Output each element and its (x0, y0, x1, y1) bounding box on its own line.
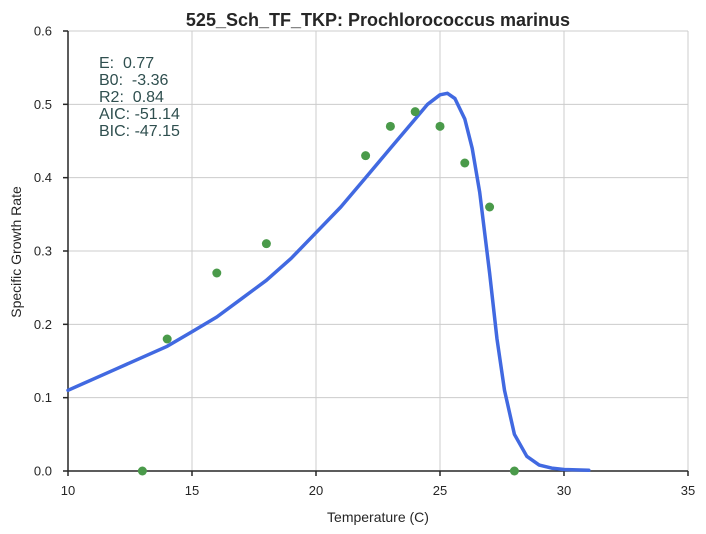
grid-layer (67, 30, 689, 472)
y-tick-label: 0.4 (34, 170, 52, 185)
y-tick-label: 0.5 (34, 97, 52, 112)
data-point (485, 202, 495, 212)
fit-curve-line (66, 91, 591, 473)
chart-title: 525_Sch_TF_TKP: Prochlorococcus marinus (186, 10, 570, 30)
x-tick-label: 30 (557, 483, 571, 498)
fit-stat-line: AIC: -51.14 (99, 106, 180, 123)
data-point (137, 466, 147, 476)
fit-stat-line: E: 0.77 (99, 55, 154, 72)
x-tick-label: 35 (681, 483, 695, 498)
data-point (460, 158, 470, 168)
data-point (385, 121, 395, 131)
data-point (410, 107, 420, 117)
fit-stat-line: B0: -3.36 (99, 72, 168, 89)
y-axis-label: Specific Growth Rate (8, 186, 24, 318)
y-tick-label: 0.3 (34, 244, 52, 259)
data-point (361, 151, 371, 161)
data-point (509, 466, 519, 476)
fit-curve-layer (66, 91, 591, 473)
fit-stat-line: R2: 0.84 (99, 89, 164, 106)
y-tick-label: 0.2 (34, 317, 52, 332)
x-axis-label: Temperature (C) (327, 509, 429, 525)
data-point (212, 268, 222, 278)
x-tick-label: 15 (185, 483, 199, 498)
data-point (162, 334, 172, 344)
x-tick-label: 25 (433, 483, 447, 498)
fit-stat-line: BIC: -47.15 (99, 123, 180, 140)
y-tick-label: 0.1 (34, 390, 52, 405)
data-points-layer (137, 107, 519, 476)
y-tick-label: 0.6 (34, 24, 52, 39)
x-tick-label: 10 (61, 483, 75, 498)
y-tick-label: 0.0 (34, 464, 52, 479)
data-point (261, 239, 271, 249)
x-tick-label: 20 (309, 483, 323, 498)
data-point (435, 121, 445, 131)
